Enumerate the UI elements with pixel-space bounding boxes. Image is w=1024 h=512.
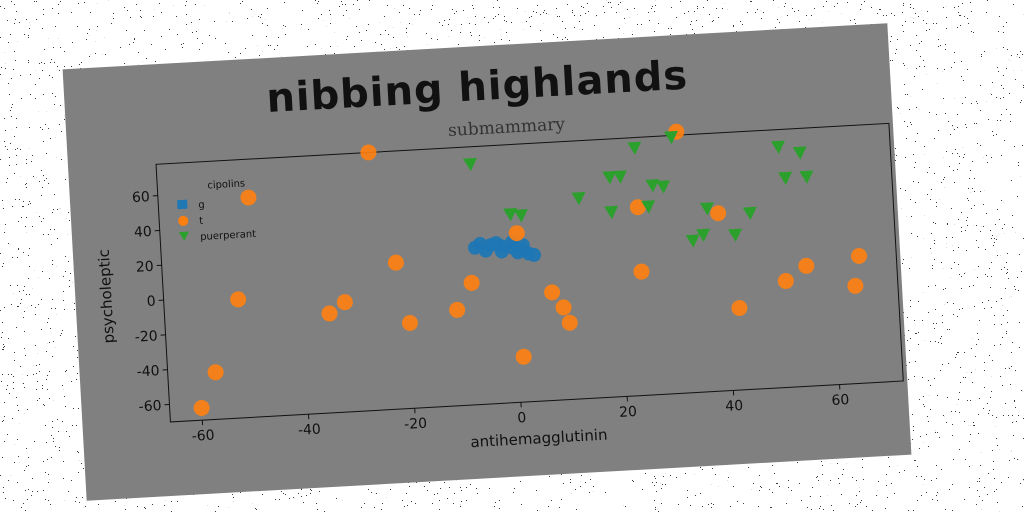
point-puerperant <box>513 209 528 223</box>
x-tick-label: -20 <box>404 416 428 433</box>
point-t <box>851 247 868 264</box>
point-puerperant <box>685 234 700 248</box>
figure-panel: nibbing highlands submammary -60 -40 -20 0 2… <box>62 23 912 501</box>
point-puerperant <box>696 228 711 242</box>
point-t <box>710 205 727 222</box>
point-t <box>240 189 257 206</box>
point-t <box>731 300 748 317</box>
point-t <box>544 284 561 301</box>
point-t <box>207 364 224 381</box>
point-t <box>401 314 418 331</box>
point-t <box>561 314 578 331</box>
point-t <box>336 294 353 311</box>
point-t <box>555 299 572 316</box>
legend-swatch-puerperant <box>178 231 189 241</box>
x-axis-label: antihemagglutinin <box>470 426 608 452</box>
y-axis-label: psycholeptic <box>95 249 118 344</box>
point-puerperant <box>612 170 627 184</box>
x-tick-label: 40 <box>725 398 744 415</box>
point-t <box>633 263 650 280</box>
point-puerperant <box>645 179 660 193</box>
x-tick-label: 0 <box>517 410 527 426</box>
point-puerperant <box>799 170 814 184</box>
legend-title: cipolins <box>207 178 245 191</box>
point-puerperant <box>604 205 619 220</box>
point-puerperant <box>778 171 793 186</box>
point-g <box>467 240 482 255</box>
scatter-chart: submammary -60 -40 -20 0 20 40 60 -60 -40 -20 0 20 4… <box>95 114 904 452</box>
point-t <box>321 305 338 322</box>
x-tick-label: 60 <box>831 392 850 409</box>
x-tick-label: 20 <box>619 404 638 421</box>
point-t <box>798 257 815 274</box>
point-t <box>629 199 646 216</box>
point-puerperant <box>503 207 518 222</box>
point-t <box>387 254 404 271</box>
point-t <box>777 273 794 290</box>
plot-frame <box>155 122 904 423</box>
y-tick-label: -60 <box>138 398 162 415</box>
point-puerperant <box>602 170 617 185</box>
point-puerperant <box>463 157 477 172</box>
legend-label-puerperant: puerperant <box>200 229 257 243</box>
point-puerperant <box>641 200 656 214</box>
point-t <box>193 399 210 416</box>
y-tick-label: 0 <box>146 294 156 310</box>
point-g <box>478 243 493 258</box>
point-g <box>489 236 504 251</box>
point-t <box>515 348 532 365</box>
legend-swatch-t <box>178 215 189 226</box>
point-puerperant <box>656 180 671 194</box>
y-tick-label: -20 <box>134 328 158 345</box>
point-puerperant <box>627 141 642 156</box>
x-tick-label: -40 <box>298 422 322 439</box>
y-tick-label: -40 <box>136 363 160 380</box>
point-puerperant <box>699 202 714 216</box>
point-puerperant <box>742 206 757 221</box>
point-puerperant <box>727 228 742 242</box>
point-t <box>449 301 466 318</box>
y-tick-label: 60 <box>132 189 151 206</box>
point-t <box>508 225 525 242</box>
chart-subtitle: submammary <box>448 114 566 141</box>
legend-swatch-g <box>177 199 188 210</box>
x-tick-label: -60 <box>191 427 215 444</box>
point-g <box>515 238 530 253</box>
point-puerperant <box>792 146 807 160</box>
point-t <box>230 291 247 308</box>
point-puerperant <box>571 191 586 206</box>
y-tick-label: 20 <box>135 259 154 276</box>
legend-label-g: g <box>198 200 205 211</box>
y-tick-label: 40 <box>134 224 153 241</box>
point-puerperant <box>771 140 785 154</box>
point-t <box>847 277 864 294</box>
point-t <box>360 144 377 161</box>
point-g <box>526 247 541 262</box>
legend-label-t: t <box>199 216 204 227</box>
point-puerperant <box>663 130 678 145</box>
point-t <box>463 274 480 291</box>
